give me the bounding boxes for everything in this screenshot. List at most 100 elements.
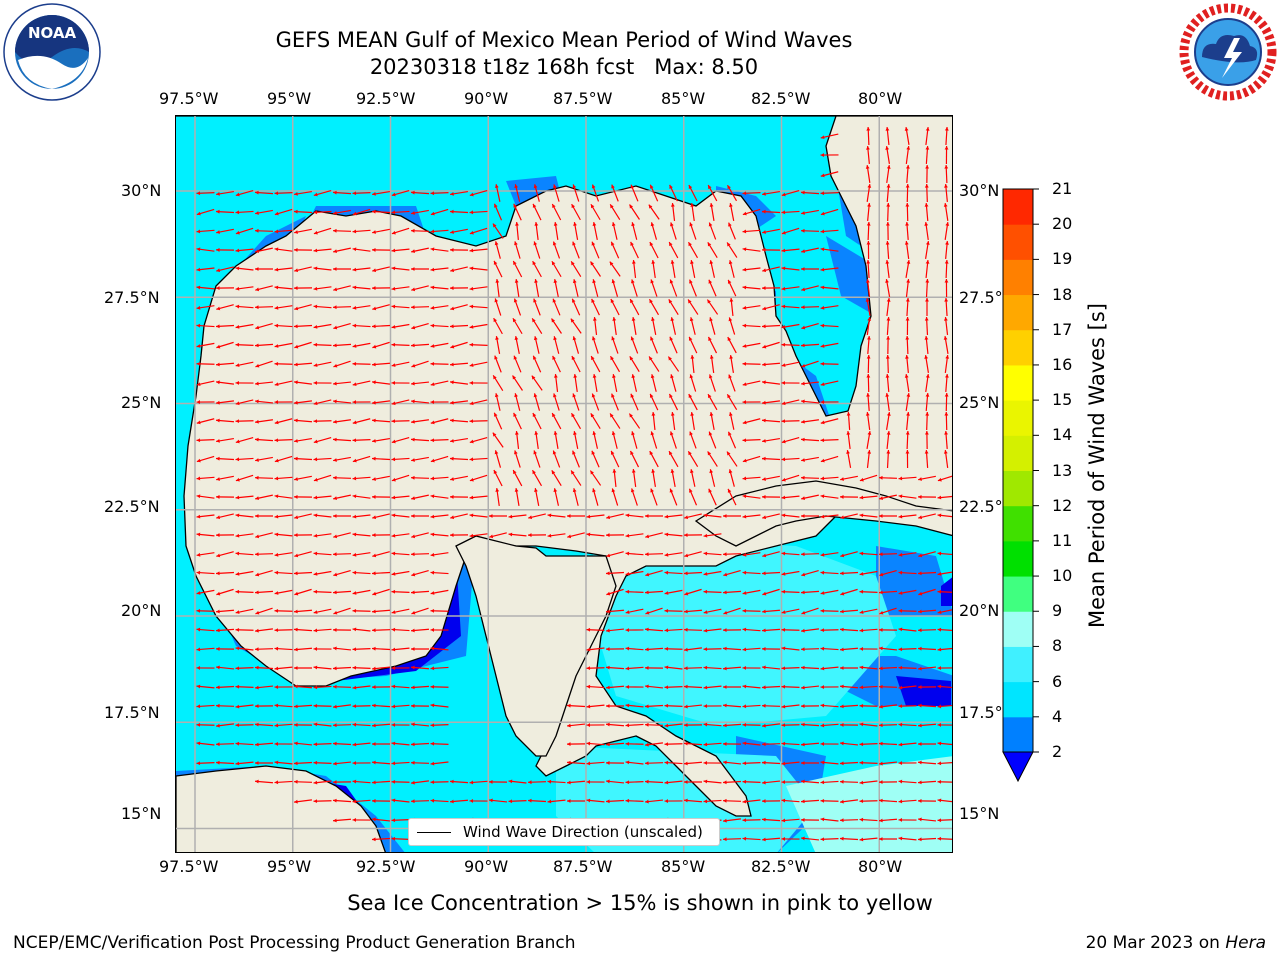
wind-arrow (293, 741, 313, 746)
wind-arrow (449, 494, 469, 499)
wind-arrow (391, 627, 410, 632)
wind-arrow (430, 514, 449, 519)
wind-arrow (610, 450, 620, 468)
wind-arrow (547, 513, 566, 518)
wind-arrow (313, 570, 332, 576)
wind-arrow (333, 267, 351, 271)
wind-arrow (313, 533, 332, 538)
wind-arrow (800, 475, 820, 480)
wind-arrow (625, 723, 644, 728)
wind-arrow (878, 684, 898, 689)
wind-arrow (449, 286, 469, 291)
wind-arrow (255, 607, 273, 615)
wind-arrow (703, 685, 722, 690)
wind-arrow (925, 164, 930, 184)
wind-arrow (917, 494, 937, 499)
wind-arrow (235, 723, 254, 728)
wind-arrow (570, 261, 582, 277)
wind-arrow (235, 266, 254, 271)
wind-arrow (391, 798, 410, 803)
wind-arrow (196, 361, 215, 366)
wind-arrow (533, 184, 540, 202)
wind-arrow (944, 164, 949, 184)
wind-arrow (449, 456, 469, 461)
wind-arrow (430, 361, 449, 366)
wind-arrow (820, 380, 839, 387)
wind-arrow (684, 588, 702, 596)
wind-arrow (687, 450, 699, 468)
wind-arrow (668, 393, 679, 411)
wind-arrow (612, 317, 617, 335)
wind-arrow (274, 380, 293, 387)
wind-arrow (644, 627, 664, 632)
wind-arrow (800, 190, 820, 195)
wind-arrow (590, 261, 601, 277)
wind-arrow (215, 609, 235, 614)
wind-arrow (650, 374, 657, 392)
wind-arrow (586, 684, 605, 689)
wind-arrow (371, 628, 391, 633)
wind-arrow (492, 375, 504, 391)
wind-arrow (332, 666, 352, 671)
wind-arrow (781, 551, 800, 556)
wind-arrow (722, 723, 742, 728)
wind-arrow (761, 837, 781, 842)
wind-arrow (781, 248, 800, 253)
wind-arrow (761, 723, 781, 728)
wind-arrow (515, 221, 519, 241)
wind-arrow (631, 431, 638, 449)
wind-arrow (410, 799, 430, 804)
wind-arrow (495, 336, 501, 354)
wind-arrow (684, 513, 702, 520)
wind-arrow (572, 393, 580, 411)
wind-arrow (866, 431, 872, 449)
wind-arrow (820, 305, 839, 310)
wind-arrow (867, 335, 871, 355)
wind-arrow (410, 742, 430, 747)
wind-arrow (800, 647, 820, 652)
wind-arrow (944, 183, 948, 203)
y-tick-right: 20°N (959, 601, 1000, 620)
wind-arrow (625, 798, 644, 803)
wind-arrow (670, 317, 677, 335)
wind-arrow (937, 513, 952, 518)
wind-arrow (514, 241, 521, 259)
wind-arrow (609, 355, 621, 373)
wind-arrow (944, 259, 949, 279)
wind-arrow (820, 494, 839, 499)
wind-arrow (625, 570, 644, 576)
wind-arrow (905, 449, 910, 469)
wind-arrow (839, 722, 859, 727)
wind-arrow (469, 399, 488, 406)
wind-arrow (918, 475, 936, 481)
wind-arrow (644, 590, 664, 595)
wind-arrow (196, 400, 215, 404)
wind-arrow (878, 646, 898, 651)
wind-arrow (937, 551, 952, 556)
colorbar-tick-label: 2 (1052, 742, 1063, 761)
wind-arrow (781, 457, 800, 462)
wind-arrow (255, 761, 273, 765)
wind-arrow (800, 381, 820, 386)
wind-arrow (839, 704, 859, 709)
wind-arrow (449, 247, 469, 252)
wind-arrow (551, 470, 562, 486)
wind-arrow (274, 723, 293, 728)
wind-arrow (293, 761, 313, 766)
wind-arrow (391, 589, 410, 594)
wind-arrow (570, 412, 582, 430)
wind-arrow (196, 342, 215, 348)
wind-arrow (430, 761, 449, 766)
wind-arrow (631, 259, 637, 279)
wind-arrow (294, 266, 312, 273)
wind-arrow (670, 374, 677, 392)
wind-arrow (553, 431, 559, 449)
wind-arrow (216, 475, 234, 481)
wind-arrow (532, 355, 542, 373)
wind-arrow (216, 437, 234, 443)
wind-arrow (898, 476, 917, 481)
wind-arrow (800, 704, 820, 709)
colorbar-segment (1003, 505, 1033, 542)
wind-arrow (216, 228, 234, 234)
wind-arrow (605, 799, 625, 804)
